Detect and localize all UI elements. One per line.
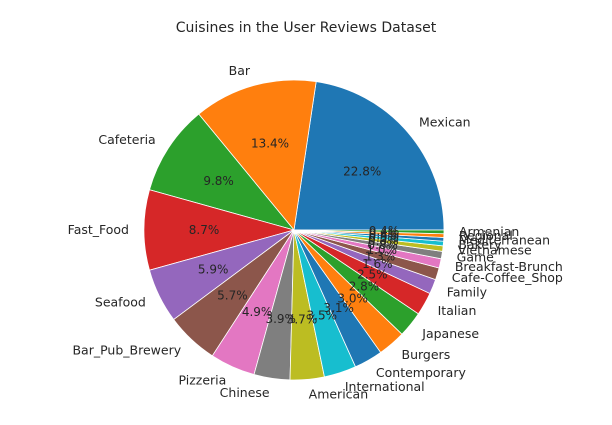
slice-category-label: Breakfast-Brunch (455, 259, 563, 274)
slice-percent-label: 3.5% (307, 309, 338, 323)
slice-percent-label: 5.9% (198, 263, 229, 277)
slice-percent-label: 13.4% (251, 136, 289, 150)
slice-category-label: International (345, 379, 425, 394)
slice-percent-label: 1.6% (362, 257, 393, 271)
slice-category-label: Vietnamese (458, 243, 532, 258)
slice-percent-label: 1.3% (365, 249, 396, 263)
percent-labels: 22.8%13.4%9.8%8.7%5.9%5.7%4.9%3.9%3.7%3.… (189, 136, 399, 326)
slice-category-label: Pizzeria (178, 372, 226, 387)
slice-category-label: Bar (229, 63, 251, 78)
slice-percent-label: 5.7% (217, 289, 248, 303)
slice-category-label: Bar_Pub_Brewery (72, 342, 181, 357)
slice-percent-label: 0.4% (369, 229, 400, 243)
slice-percent-label: 3.9% (265, 312, 296, 326)
slice-category-label: Mexican (419, 114, 471, 129)
slice-percent-label: 2.8% (349, 280, 380, 294)
slice-category-label: Armenian (459, 224, 519, 239)
slice-percent-label: 4.9% (242, 305, 273, 319)
slice-percent-label: 3.0% (337, 291, 368, 305)
slice-category-label: Game (457, 250, 495, 265)
slice-percent-label: 9.8% (203, 174, 234, 188)
slice-percent-label: 1.0% (366, 243, 397, 257)
slice-percent-label: 3.1% (323, 301, 354, 315)
slice-percent-label: 3.7% (287, 313, 318, 327)
slice-category-label: Chinese (220, 385, 270, 400)
slice-category-label: Mediterranean (459, 232, 550, 247)
slice-percent-label: 0.6% (368, 234, 399, 248)
pie-slice (198, 79, 317, 231)
category-labels: Mexican Bar Cafeteria Fast_Food Seafood Bar_P… (68, 63, 563, 401)
slice-percent-label: 0.8% (367, 238, 398, 252)
chart-title: Cuisines in the User Reviews Dataset (176, 20, 437, 36)
pie-slice (148, 113, 296, 231)
slice-percent-label: 0.5% (368, 231, 399, 245)
slice-category-label: Contemporary (376, 365, 467, 380)
pie-slice (293, 229, 445, 235)
slice-category-label: Fast_Food (68, 222, 129, 237)
slice-category-label: Cafeteria (98, 132, 155, 147)
slice-category-label: Italian (438, 303, 477, 318)
slice-category-label: Japanese (421, 326, 479, 341)
slice-category-label: Regional (459, 228, 513, 243)
slice-category-label: Family (447, 284, 488, 299)
slice-category-label: Burgers (402, 347, 451, 362)
slice-percent-label: 22.8% (343, 164, 381, 178)
slice-category-label: Bakery (458, 237, 502, 252)
slice-percent-label: 0.4% (369, 224, 400, 238)
slice-percent-label: 2.5% (357, 267, 388, 281)
slice-category-label: Seafood (95, 295, 146, 310)
pie-slices (143, 79, 445, 381)
slice-percent-label: 8.7% (189, 223, 220, 237)
slice-percent-label: 0.4% (369, 226, 400, 240)
slice-category-label: Cafe-Coffee_Shop (452, 270, 563, 285)
pie-slice (293, 81, 445, 231)
slice-category-label: American (309, 386, 369, 401)
